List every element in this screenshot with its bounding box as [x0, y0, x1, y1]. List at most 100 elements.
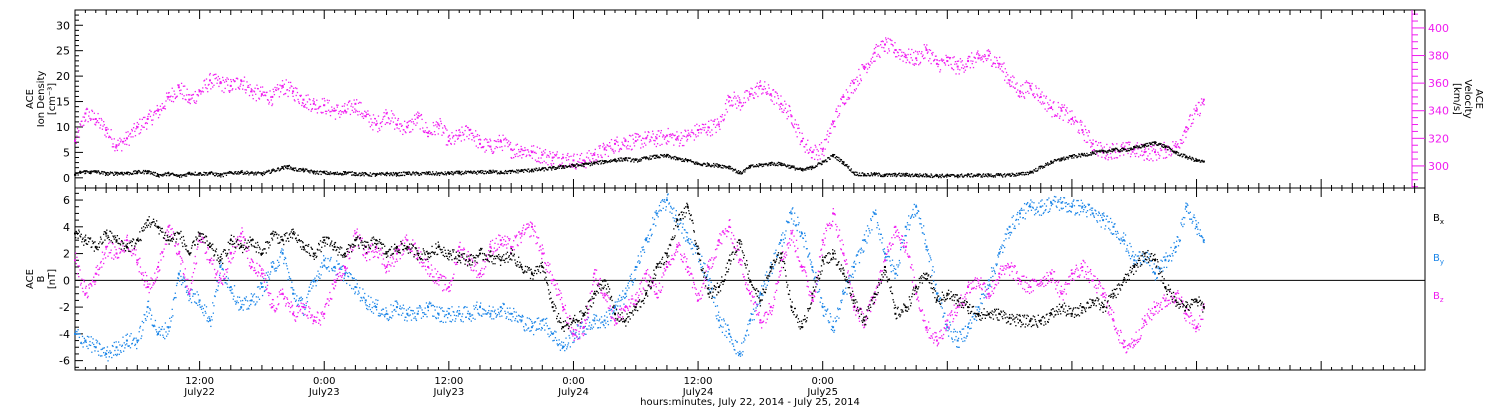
density-sample: [1016, 173, 1017, 174]
velocity-sample: [178, 84, 179, 85]
velocity-sample: [1033, 93, 1034, 94]
velocity-sample: [668, 128, 669, 129]
velocity-sample: [100, 124, 101, 125]
bottom-left-tick-label: -2: [59, 301, 70, 314]
velocity-sample: [976, 54, 977, 55]
density-sample: [216, 173, 217, 174]
velocity-sample: [588, 150, 589, 151]
by-sample: [236, 300, 237, 301]
x-tick-day-label: July22: [183, 387, 215, 398]
density-sample: [261, 173, 262, 174]
velocity-sample: [677, 136, 678, 137]
velocity-sample: [681, 138, 682, 139]
density-sample: [1081, 153, 1082, 154]
density-sample: [1171, 149, 1172, 150]
velocity-sample: [853, 92, 854, 93]
velocity-sample: [1190, 114, 1191, 115]
density-sample: [1000, 174, 1001, 175]
density-sample: [1155, 142, 1156, 143]
density-sample: [903, 174, 904, 175]
density-sample: [914, 175, 915, 176]
density-sample: [986, 175, 987, 176]
density-sample: [398, 172, 399, 173]
density-sample: [408, 174, 409, 175]
velocity-sample: [87, 121, 88, 122]
velocity-sample: [687, 130, 688, 131]
density-sample: [744, 169, 745, 170]
density-sample: [77, 174, 78, 175]
velocity-sample: [646, 136, 647, 137]
by-sample: [173, 299, 174, 300]
by-sample: [223, 269, 224, 270]
density-sample: [104, 172, 105, 173]
velocity-sample: [849, 85, 850, 86]
density-sample: [1046, 164, 1047, 165]
velocity-sample: [871, 62, 872, 63]
density-sample: [1154, 142, 1155, 143]
velocity-sample: [1144, 149, 1145, 150]
velocity-sample: [645, 144, 646, 145]
density-sample: [1032, 171, 1033, 172]
velocity-sample: [229, 92, 230, 93]
velocity-sample: [499, 135, 500, 136]
velocity-sample: [544, 152, 545, 153]
velocity-sample: [604, 147, 605, 148]
density-sample: [712, 165, 713, 166]
velocity-sample: [408, 121, 409, 122]
density-sample: [378, 174, 379, 175]
density-sample: [1025, 172, 1026, 173]
velocity-sample: [1187, 127, 1188, 128]
density-sample: [791, 165, 792, 166]
density-sample: [890, 175, 891, 176]
density-sample: [394, 174, 395, 175]
by-sample: [238, 302, 239, 303]
velocity-sample: [1169, 154, 1170, 155]
velocity-sample: [883, 41, 884, 42]
velocity-sample: [928, 60, 929, 61]
density-sample: [610, 161, 611, 162]
velocity-point: [188, 99, 190, 101]
velocity-sample: [516, 144, 517, 145]
velocity-sample: [1145, 151, 1146, 152]
velocity-sample: [711, 120, 712, 121]
velocity-sample: [82, 126, 83, 127]
velocity-sample: [789, 106, 790, 107]
velocity-sample: [1017, 89, 1018, 90]
density-sample: [621, 157, 622, 158]
velocity-sample: [963, 68, 964, 69]
velocity-sample: [163, 108, 164, 109]
velocity-sample: [230, 79, 231, 80]
velocity-sample: [297, 92, 298, 93]
velocity-sample: [311, 111, 312, 112]
velocity-sample: [553, 163, 554, 164]
velocity-sample: [225, 79, 226, 80]
velocity-sample: [1088, 130, 1089, 131]
by-sample: [203, 308, 204, 309]
density-sample: [128, 172, 129, 173]
density-sample: [107, 172, 108, 173]
velocity-sample: [1137, 148, 1138, 149]
velocity-sample: [881, 47, 882, 48]
by-sample: [276, 270, 277, 271]
velocity-sample: [683, 145, 684, 146]
velocity-sample: [644, 143, 645, 144]
density-sample: [727, 166, 728, 167]
density-sample: [1170, 148, 1171, 149]
velocity-sample: [433, 122, 434, 123]
velocity-sample: [1072, 117, 1073, 118]
velocity-sample: [254, 91, 255, 92]
velocity-sample: [762, 88, 763, 89]
density-sample: [602, 161, 603, 162]
velocity-sample: [328, 110, 329, 111]
velocity-sample: [959, 73, 960, 74]
velocity-sample: [859, 83, 860, 84]
velocity-sample: [296, 95, 297, 96]
velocity-sample: [967, 66, 968, 67]
velocity-sample: [287, 89, 288, 90]
velocity-sample: [444, 126, 445, 127]
velocity-sample: [608, 156, 609, 157]
density-sample: [1148, 145, 1149, 146]
velocity-sample: [489, 139, 490, 140]
density-sample: [351, 174, 352, 175]
density-sample: [594, 163, 595, 164]
